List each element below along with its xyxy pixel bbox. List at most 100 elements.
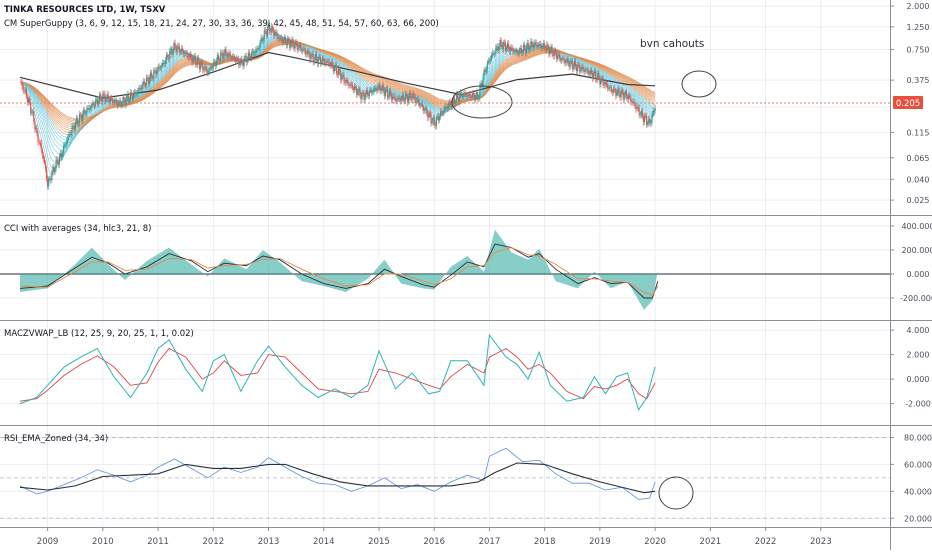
candle-body: [229, 54, 231, 58]
candle-body: [624, 91, 626, 96]
indicator-title-guppy[interactable]: CM SuperGuppy (3, 6, 9, 12, 15, 18, 21, …: [4, 19, 439, 29]
candle-body: [630, 97, 632, 102]
drawing-ellipse-2016[interactable]: [451, 85, 513, 119]
candle-body: [104, 94, 106, 102]
price-axis-label: 2.000: [907, 351, 930, 360]
candle-body: [35, 127, 37, 130]
candle-body: [301, 49, 304, 51]
candle-body: [472, 93, 475, 95]
rsi-title[interactable]: RSI_EMA_Zoned (34, 34): [4, 434, 108, 444]
candle-body: [272, 26, 274, 31]
candle-body: [185, 52, 187, 54]
candle-body: [170, 48, 172, 51]
candle-body: [501, 45, 503, 50]
candle-body: [85, 113, 87, 115]
macd-pane[interactable]: MACZVWAP_LB (12, 25, 9, 20, 25, 1, 1, 0.…: [4, 329, 656, 411]
candle-body: [475, 95, 477, 101]
candle-body: [203, 69, 205, 71]
candle-body: [442, 112, 444, 114]
candle-body: [176, 45, 178, 52]
candle-body: [294, 41, 296, 49]
candle-body: [571, 61, 573, 69]
candle-body: [83, 109, 85, 115]
candle-body: [600, 79, 602, 85]
price-axis-label: 0.000: [907, 375, 930, 384]
time-axis-label: 2009: [37, 537, 59, 547]
candle-body: [368, 90, 371, 96]
candle-body: [462, 96, 464, 98]
candle-body: [346, 79, 348, 82]
candle-body: [584, 70, 586, 72]
candle-body: [220, 52, 222, 62]
candle-body: [581, 66, 583, 70]
candle-body: [515, 50, 517, 52]
candle-body: [357, 92, 359, 95]
candle-body: [352, 88, 355, 91]
candle-body: [334, 65, 337, 68]
candle-body: [572, 66, 574, 69]
candle-body: [56, 159, 58, 162]
drawing-ellipse-rsi[interactable]: [658, 476, 694, 510]
candle-body: [264, 30, 266, 32]
candle-body: [308, 50, 310, 55]
cci-pane[interactable]: CCI with averages (34, hlc3, 21, 8): [0, 224, 890, 310]
candle-body: [90, 105, 92, 108]
candle-body: [327, 61, 329, 63]
candle-body: [168, 57, 170, 59]
candle-body: [223, 52, 225, 59]
candle-body: [144, 85, 146, 86]
candle-body: [99, 94, 101, 101]
candle-body: [551, 46, 553, 55]
candle-body: [293, 46, 295, 49]
candle-body: [533, 43, 535, 48]
candle-body: [436, 116, 439, 118]
candle-body: [372, 91, 374, 93]
candle-body: [123, 97, 125, 101]
candle-body: [314, 54, 316, 61]
candle-body: [103, 93, 105, 95]
time-axis-label: 2023: [810, 537, 832, 547]
candle-body: [304, 49, 306, 51]
symbol-title[interactable]: TINKA RESOURCES LTD, 1W, TSXV: [4, 5, 166, 15]
cci-title[interactable]: CCI with averages (34, hlc3, 21, 8): [4, 224, 151, 234]
candle-body: [622, 92, 624, 100]
candle-body: [69, 134, 71, 135]
candle-body: [529, 48, 531, 50]
candle-body: [196, 58, 198, 65]
candle-body: [454, 101, 457, 104]
candle-body: [127, 94, 129, 102]
price-axis[interactable]: 2.000 1.250 0.750 0.375 0.115 0.065 0.040 0.025…: [890, 2, 932, 523]
candle-body: [606, 84, 608, 89]
candle-body: [228, 52, 230, 55]
drawing-ellipse-forecast[interactable]: [681, 70, 717, 98]
candle-body: [161, 63, 163, 66]
annotation-text[interactable]: bvn cahouts: [640, 38, 704, 50]
candle-body: [483, 69, 485, 77]
candle-body: [193, 56, 195, 59]
candle-body: [300, 48, 303, 51]
candle-body: [92, 103, 94, 106]
price-pane[interactable]: bvn cahouts TINKA RESOURCES LTD, 1W, TSX…: [0, 5, 890, 190]
candle-body: [156, 69, 158, 75]
rsi-pane[interactable]: RSI_EMA_Zoned (34, 34): [0, 434, 890, 519]
candle-body: [41, 149, 43, 156]
candle-body: [172, 50, 174, 55]
candle-body: [592, 73, 595, 79]
time-axis[interactable]: 2009 2010 2011 2012 2013 2014 2015 2016 2017 2018…: [37, 527, 832, 547]
candle-body: [159, 68, 161, 69]
candle-body: [275, 32, 277, 34]
candle-body: [495, 47, 497, 54]
candle-body: [435, 117, 437, 127]
candle-body: [253, 51, 255, 54]
candle-body: [259, 42, 261, 49]
candle-body: [579, 65, 581, 72]
candle-body: [401, 95, 403, 99]
candle-body: [597, 73, 599, 80]
candle-body: [482, 76, 484, 86]
candle-body: [321, 61, 323, 64]
candle-body: [58, 156, 60, 165]
candle-body: [284, 37, 287, 43]
candle-body: [189, 53, 191, 58]
candle-body: [219, 60, 221, 62]
macd-title[interactable]: MACZVWAP_LB (12, 25, 9, 20, 25, 1, 1, 0.…: [4, 329, 194, 339]
